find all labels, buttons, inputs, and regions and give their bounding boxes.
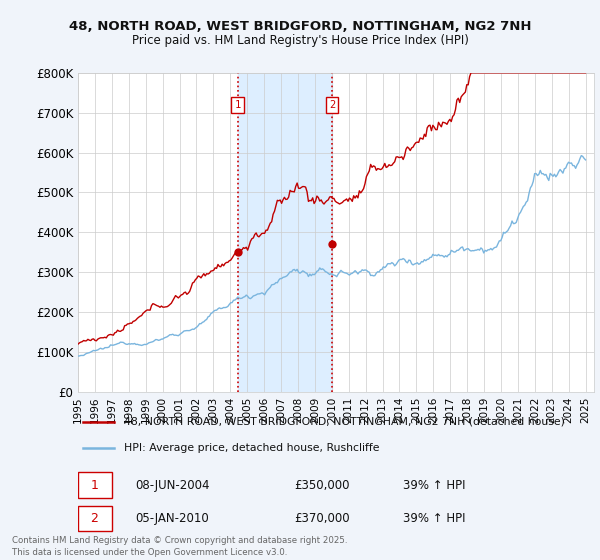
Text: HPI: Average price, detached house, Rushcliffe: HPI: Average price, detached house, Rush… xyxy=(124,443,380,453)
Text: £370,000: £370,000 xyxy=(295,512,350,525)
Text: 39% ↑ HPI: 39% ↑ HPI xyxy=(403,512,466,525)
Text: 2: 2 xyxy=(329,100,335,110)
Text: 1: 1 xyxy=(91,479,98,492)
Text: 1: 1 xyxy=(235,100,241,110)
Bar xyxy=(238,73,332,392)
Text: 2: 2 xyxy=(91,512,98,525)
Text: Contains HM Land Registry data © Crown copyright and database right 2025.
This d: Contains HM Land Registry data © Crown c… xyxy=(12,536,347,557)
Text: 05-JAN-2010: 05-JAN-2010 xyxy=(135,512,209,525)
Bar xyxy=(78,472,112,498)
Text: 48, NORTH ROAD, WEST BRIDGFORD, NOTTINGHAM, NG2 7NH: 48, NORTH ROAD, WEST BRIDGFORD, NOTTINGH… xyxy=(69,20,531,32)
Text: 08-JUN-2004: 08-JUN-2004 xyxy=(135,479,209,492)
Text: Price paid vs. HM Land Registry's House Price Index (HPI): Price paid vs. HM Land Registry's House … xyxy=(131,34,469,46)
Text: 39% ↑ HPI: 39% ↑ HPI xyxy=(403,479,466,492)
Bar xyxy=(78,506,112,531)
Text: 48, NORTH ROAD, WEST BRIDGFORD, NOTTINGHAM, NG2 7NH (detached house): 48, NORTH ROAD, WEST BRIDGFORD, NOTTINGH… xyxy=(124,417,565,427)
Text: £350,000: £350,000 xyxy=(295,479,350,492)
